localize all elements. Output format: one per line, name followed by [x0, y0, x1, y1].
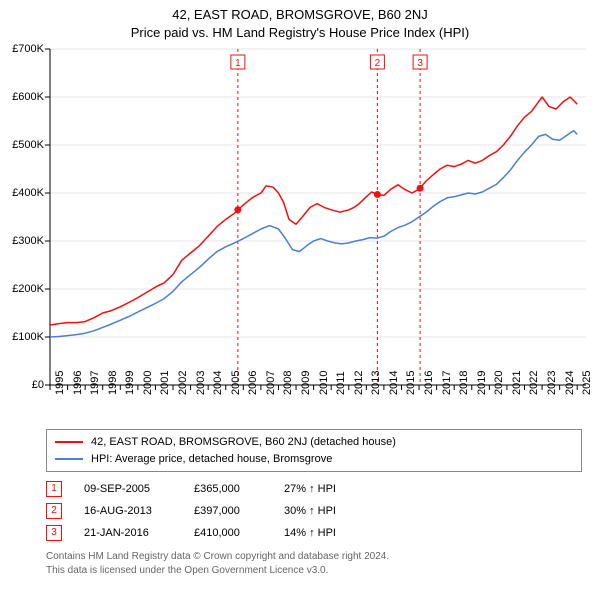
sale-date: 09-SEP-2005 — [84, 483, 194, 495]
x-tick-label: 2023 — [546, 371, 558, 395]
sale-marker: 1 — [46, 481, 62, 497]
title-line1: 42, EAST ROAD, BROMSGROVE, B60 2NJ — [10, 6, 590, 24]
title-block: 42, EAST ROAD, BROMSGROVE, B60 2NJ Price… — [0, 0, 600, 45]
chart-area: 1 2 3 £0 £100K £200K £300K £400K £500K £600K £700… — [0, 45, 600, 425]
sale-marker: 2 — [46, 503, 62, 519]
x-tick-label: 2013 — [370, 371, 382, 395]
legend-label: HPI: Average price, detached house, Brom… — [91, 451, 332, 468]
y-tick-label: £100K — [12, 331, 44, 343]
sale-row: 2 16-AUG-2013£397,00030% ↑ HPI — [46, 500, 582, 522]
x-tick-label: 2024 — [564, 371, 576, 395]
x-tick-label: 2007 — [265, 371, 277, 395]
y-tick-label: £0 — [32, 379, 44, 391]
y-tick-label: £400K — [12, 187, 44, 199]
x-tick-label: 2004 — [212, 371, 224, 395]
sales-table: 1 09-SEP-2005£365,00027% ↑ HPI 2 16-AUG-201… — [46, 478, 582, 544]
y-tick-label: £300K — [12, 235, 44, 247]
x-tick-label: 2006 — [247, 371, 259, 395]
x-tick-label: 2017 — [441, 371, 453, 395]
sale-date: 21-JAN-2016 — [84, 527, 194, 539]
y-tick-label: £200K — [12, 283, 44, 295]
sale-marker: 3 — [46, 525, 62, 541]
x-tick-label: 2019 — [476, 371, 488, 395]
sale-row: 3 21-JAN-2016£410,00014% ↑ HPI — [46, 522, 582, 544]
sale-price: £397,000 — [194, 505, 284, 517]
footer-line2: This data is licensed under the Open Gov… — [46, 564, 582, 578]
svg-text:3: 3 — [417, 58, 423, 69]
footer-line1: Contains HM Land Registry data © Crown c… — [46, 550, 582, 564]
x-tick-label: 1999 — [124, 371, 136, 395]
sale-delta: 14% ↑ HPI — [284, 527, 336, 539]
sale-price: £365,000 — [194, 483, 284, 495]
svg-text:2: 2 — [375, 58, 381, 69]
x-tick-label: 1996 — [72, 371, 84, 395]
chart-svg: 1 2 3 — [0, 45, 600, 425]
x-tick-label: 1997 — [89, 371, 101, 395]
x-tick-label: 2012 — [353, 371, 365, 395]
x-tick-label: 2015 — [405, 371, 417, 395]
x-tick-label: 2021 — [511, 371, 523, 395]
sale-delta: 27% ↑ HPI — [284, 483, 336, 495]
legend-swatch — [55, 441, 83, 443]
title-line2: Price paid vs. HM Land Registry's House … — [10, 24, 590, 42]
x-tick-label: 2005 — [230, 371, 242, 395]
x-tick-label: 2018 — [458, 371, 470, 395]
page-root: 42, EAST ROAD, BROMSGROVE, B60 2NJ Price… — [0, 0, 600, 577]
x-tick-label: 2009 — [300, 371, 312, 395]
y-tick-label: £500K — [12, 139, 44, 151]
x-tick-label: 1995 — [54, 371, 66, 395]
y-tick-label: £700K — [12, 43, 44, 55]
sale-price: £410,000 — [194, 527, 284, 539]
sale-date: 16-AUG-2013 — [84, 505, 194, 517]
footer-note: Contains HM Land Registry data © Crown c… — [46, 550, 582, 577]
x-tick-label: 2008 — [282, 371, 294, 395]
legend-item: HPI: Average price, detached house, Brom… — [55, 451, 573, 468]
x-tick-label: 2022 — [528, 371, 540, 395]
legend-swatch — [55, 458, 83, 460]
x-tick-label: 2025 — [581, 371, 593, 395]
svg-text:1: 1 — [235, 58, 241, 69]
sale-delta: 30% ↑ HPI — [284, 505, 336, 517]
x-tick-label: 2000 — [142, 371, 154, 395]
x-tick-label: 2002 — [177, 371, 189, 395]
x-tick-label: 2020 — [493, 371, 505, 395]
x-tick-label: 2011 — [335, 371, 347, 395]
legend-item: 42, EAST ROAD, BROMSGROVE, B60 2NJ (deta… — [55, 434, 573, 451]
y-tick-label: £600K — [12, 91, 44, 103]
legend-label: 42, EAST ROAD, BROMSGROVE, B60 2NJ (deta… — [91, 434, 396, 451]
x-tick-label: 1998 — [107, 371, 119, 395]
x-tick-label: 2010 — [318, 371, 330, 395]
legend-box: 42, EAST ROAD, BROMSGROVE, B60 2NJ (deta… — [46, 429, 582, 472]
x-tick-label: 2014 — [388, 371, 400, 395]
x-tick-label: 2016 — [423, 371, 435, 395]
x-tick-label: 2001 — [159, 371, 171, 395]
sale-row: 1 09-SEP-2005£365,00027% ↑ HPI — [46, 478, 582, 500]
x-tick-label: 2003 — [195, 371, 207, 395]
